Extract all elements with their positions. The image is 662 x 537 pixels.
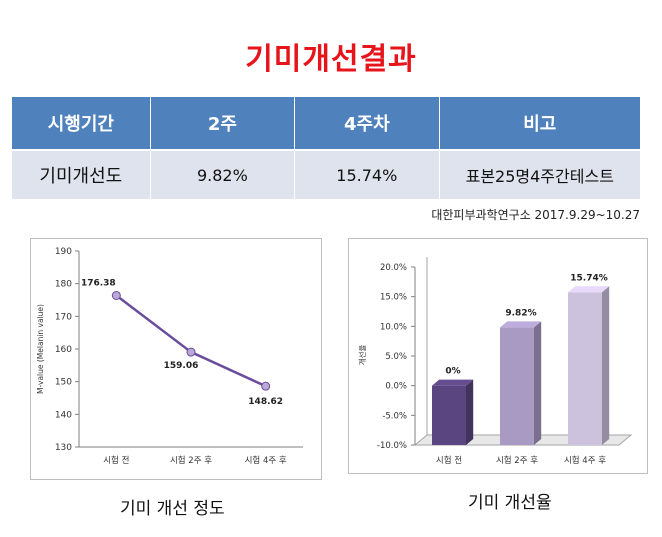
data-label: 9.82% — [505, 308, 536, 318]
y-tick-label: 130 — [55, 443, 72, 453]
results-table: 시행기간 2주 4주차 비고 기미개선도 9.82% 15.74% 표본25명4… — [12, 97, 640, 199]
x-tick-label: 시험 전 — [103, 455, 129, 466]
data-label: 176.38 — [81, 278, 116, 288]
melanin-line-chart: 130 140 150 160 170 180 190 시험 전 시험 2주 후 시험 4주 후 M… — [30, 238, 322, 480]
page-title: 기미개선결과 — [245, 42, 417, 77]
data-point — [261, 381, 271, 391]
table-header-cell: 2주 — [150, 97, 296, 150]
table-header-cell: 시행기간 — [12, 97, 151, 150]
y-tick-label: 180 — [55, 280, 72, 290]
y-tick-label: 170 — [55, 312, 72, 322]
y-tick-label: -10.0% — [377, 441, 407, 451]
data-label: 148.62 — [248, 397, 283, 407]
series-line — [115, 294, 267, 388]
y-tick-label: 160 — [55, 345, 72, 355]
x-tick-label: 시험 2주 후 — [496, 456, 538, 466]
improvement-bar-chart: -10.0% -5.0% 0.0% 5.0% 10.0% 15.0% 20.0% 개선율 0% 시… — [348, 238, 648, 474]
table-cell: 표본25명4주간테스트 — [439, 149, 640, 199]
bar-front — [568, 292, 602, 445]
bar-front — [500, 327, 534, 445]
bar-front — [432, 385, 466, 445]
table-header-row: 시행기간 2주 4주차 비고 — [12, 97, 640, 150]
source-note: 대한피부과학연구소 2017.9.29~10.27 — [431, 208, 640, 222]
table-cell: 15.74% — [294, 149, 440, 199]
y-axis-label: 개선율 — [357, 345, 367, 366]
y-tick-label: -5.0% — [382, 411, 407, 421]
y-tick-label: 5.0% — [385, 352, 407, 362]
x-tick-label: 시험 전 — [436, 455, 462, 466]
x-tick-label: 시험 4주 후 — [564, 456, 606, 466]
y-tick-label: 0.0% — [385, 382, 407, 392]
data-point — [186, 347, 196, 357]
data-label: 0% — [445, 367, 460, 377]
y-tick-label: 140 — [55, 410, 72, 420]
table-header-cell: 비고 — [439, 97, 640, 150]
table-header-cell: 4주차 — [294, 97, 440, 150]
data-label: 15.74% — [570, 273, 608, 283]
y-tick-label: 20.0% — [380, 263, 407, 273]
data-label: 159.06 — [164, 361, 199, 371]
line-chart-svg: 130 140 150 160 170 180 190 시험 전 시험 2주 후 시험 4주 후 M… — [36, 247, 303, 466]
bar-top — [568, 286, 610, 293]
bar-side — [466, 379, 474, 445]
data-point — [111, 290, 121, 300]
table-cell: 기미개선도 — [12, 149, 151, 199]
bar-top — [432, 379, 474, 386]
chart-caption-right: 기미 개선율 — [468, 493, 552, 513]
table-cell: 9.82% — [150, 149, 296, 199]
bar-side — [602, 286, 610, 445]
y-tick-label: 10.0% — [380, 322, 407, 332]
y-tick-label: 190 — [55, 247, 72, 257]
y-tick-label: 150 — [55, 378, 72, 388]
chart-caption-left: 기미 개선 정도 — [120, 499, 225, 519]
bar-chart-svg: -10.0% -5.0% 0.0% 5.0% 10.0% 15.0% 20.0% 개선율 0% 시… — [357, 257, 633, 466]
x-tick-label: 시험 4주 후 — [245, 456, 287, 466]
bar-side — [534, 321, 542, 445]
x-tick-label: 시험 2주 후 — [170, 456, 212, 466]
bar-top — [500, 321, 542, 328]
y-axis-label: M-value (Melanin value) — [36, 304, 45, 394]
table-row: 기미개선도 9.82% 15.74% 표본25명4주간테스트 — [12, 149, 640, 199]
y-tick-label: 15.0% — [380, 293, 407, 303]
